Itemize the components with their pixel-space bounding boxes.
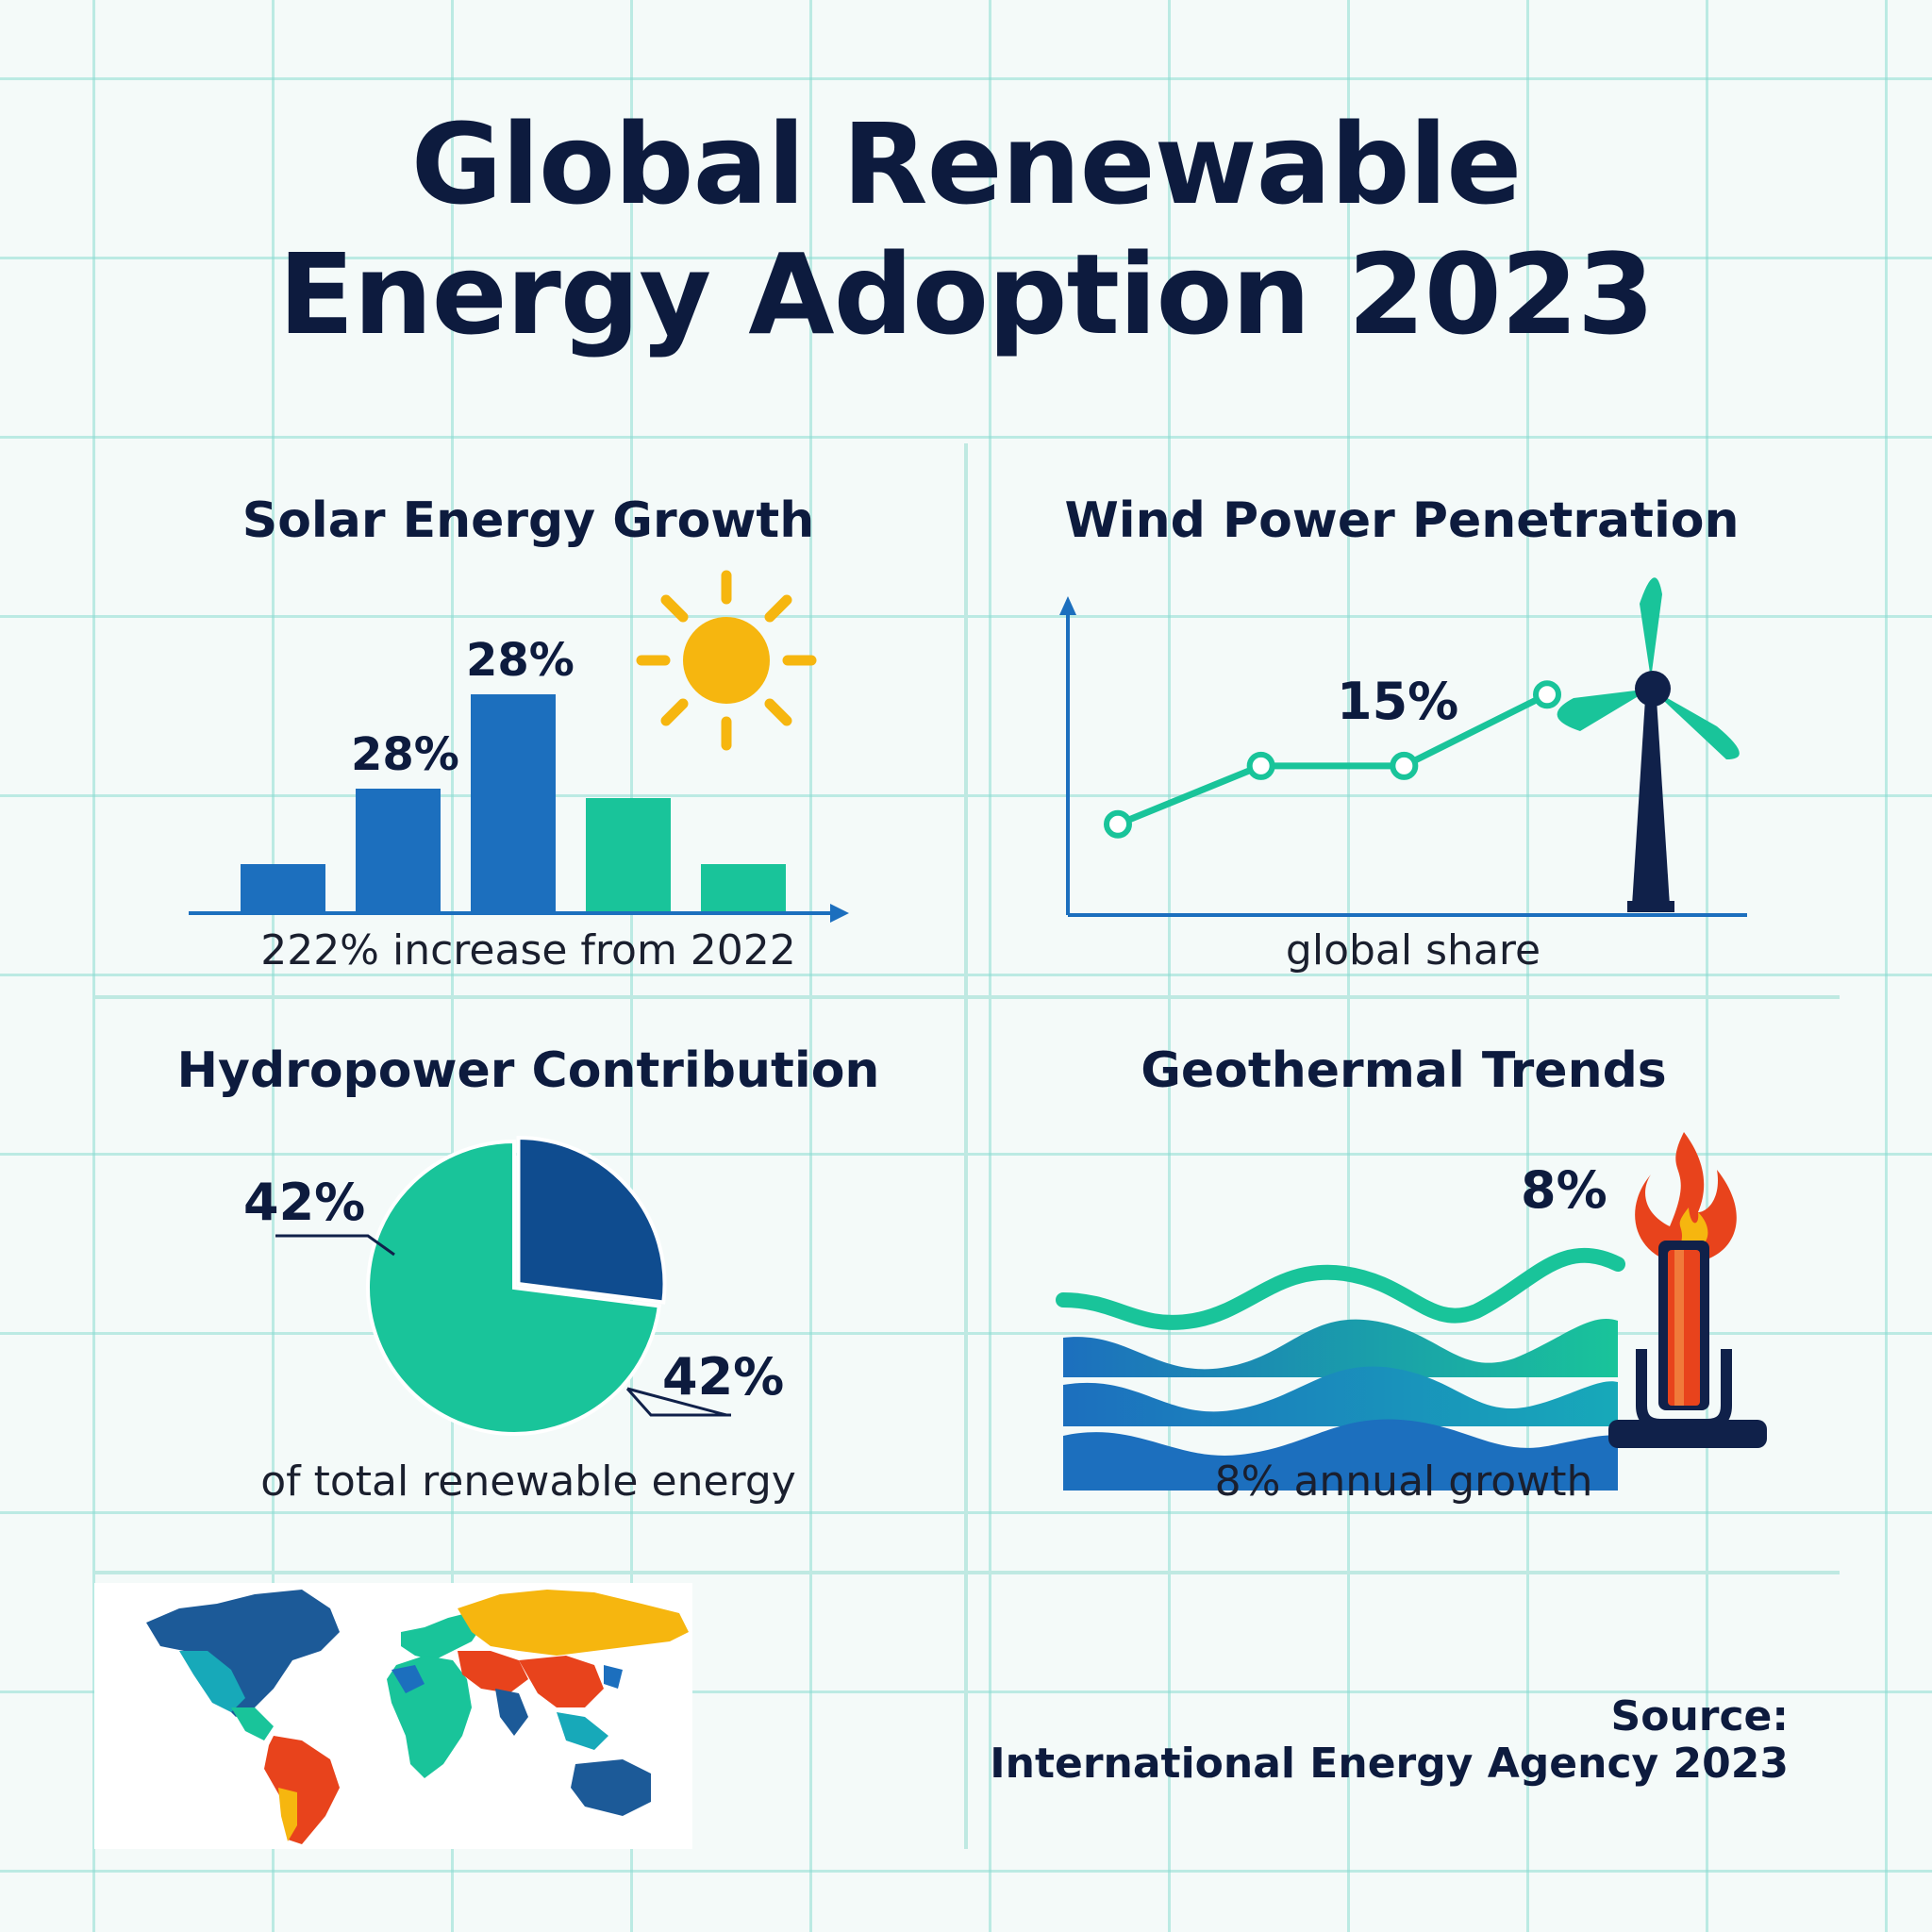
source-note: Source: International Energy Agency 2023 [990,1693,1789,1788]
wind-panel-title: Wind Power Penetration [1064,492,1740,549]
solar-bar-5 [701,864,786,911]
solar-x-axis-arrow [830,904,849,923]
world-map-icon [146,1590,689,1844]
wind-point-4 [1533,680,1561,709]
geothermal-annotation: 8% [1521,1160,1607,1220]
solar-bar-label-2: 28% [351,728,459,781]
wind-point-1 [1104,809,1132,839]
wind-y-axis-arrow [1059,596,1076,615]
solar-bar-2 [356,789,441,911]
wind-point-2 [1246,751,1275,780]
geothermal-wave-1 [1056,1247,1625,1330]
solar-bar-4 [586,798,671,911]
solar-bar-3 [471,694,556,911]
geothermal-caption: 8% annual growth [1214,1457,1593,1506]
wind-line-chart [1059,596,1747,917]
wind-point-3 [1390,751,1419,780]
geothermal-panel-title: Geothermal Trends [1141,1042,1667,1099]
hydro-panel-title: Hydropower Contribution [176,1042,880,1099]
page-title-line2: Energy Adoption 2023 [277,229,1655,359]
geothermal-flame-icon [1608,1132,1767,1448]
wind-turbine-icon [1557,577,1740,912]
page-title: Global Renewable Energy Adoption 2023 [0,99,1932,359]
solar-bar-1 [241,864,325,911]
solar-bar-chart [189,694,849,923]
hydro-slice-label-1: 42% [243,1173,366,1232]
sun-icon [636,570,817,751]
hydro-slice-1 [366,1139,662,1436]
page-title-line1: Global Renewable [410,99,1523,229]
panel-divider-horizontal-1 [94,995,1840,999]
source-value: International Energy Agency 2023 [990,1740,1789,1788]
hydro-pie-chart [366,1136,667,1436]
hydro-caption: of total renewable energy [260,1457,796,1506]
solar-caption: 222% increase from 2022 [260,926,796,974]
source-label: Source: [1610,1692,1789,1740]
solar-panel-title: Solar Energy Growth [242,492,815,549]
wind-caption: global share [1285,926,1541,974]
hydro-slice-label-2: 42% [662,1347,785,1407]
geothermal-wave-4 [1063,1419,1618,1491]
wind-series-line [1116,691,1549,827]
wind-annotation: 15% [1337,672,1459,731]
geothermal-wave-3 [1063,1366,1618,1426]
panel-divider-vertical [964,443,968,1849]
geothermal-area-chart [1056,1247,1625,1491]
solar-bar-label-3: 28% [466,634,575,687]
panel-divider-horizontal-2 [94,1571,1840,1574]
hydro-slice-2 [516,1136,667,1305]
geothermal-wave-2 [1063,1319,1618,1377]
